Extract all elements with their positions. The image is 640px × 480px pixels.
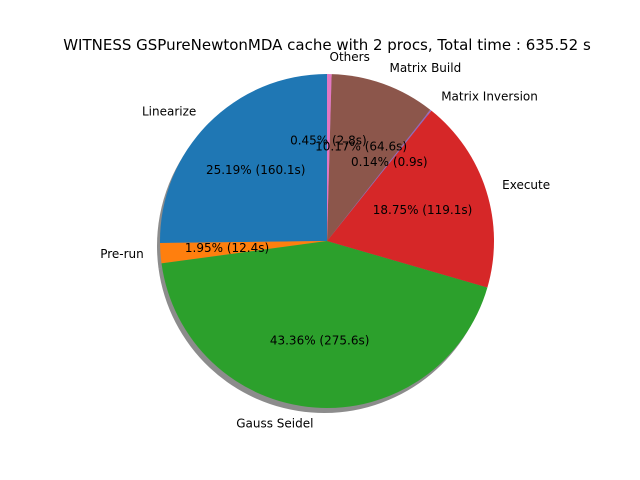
pie-labels: Linearize 25.19% (160.1s) Pre-run 1.95% (12… <box>100 50 550 431</box>
slice-execute <box>327 110 494 288</box>
slice-gauss-seidel <box>161 241 488 409</box>
pct-label-gauss-seidel: 43.36% (275.6s) <box>270 333 370 347</box>
pct-label-pre-run: 1.95% (12.4s) <box>185 241 269 255</box>
pct-label-execute: 18.75% (119.1s) <box>373 203 473 217</box>
chart-title: WITNESS GSPureNewtonMDA cache with 2 pro… <box>63 36 591 54</box>
slice-pre-run <box>160 241 327 264</box>
label-gauss-seidel: Gauss Seidel <box>236 417 313 431</box>
label-matrix-build: Matrix Build <box>389 61 461 75</box>
label-others: Others <box>330 50 370 64</box>
slice-matrix-inversion <box>327 109 432 241</box>
pie-slices <box>159 74 494 409</box>
label-matrix-inversion: Matrix Inversion <box>441 90 538 104</box>
label-execute: Execute <box>502 178 550 192</box>
pct-label-matrix-build: 10.17% (64.6s) <box>315 139 407 153</box>
slice-matrix-build <box>327 74 431 241</box>
slice-linearize <box>159 74 327 244</box>
pct-label-others: 0.45% (2.8s) <box>290 133 367 147</box>
slice-others <box>327 74 332 241</box>
pct-label-linearize: 25.19% (160.1s) <box>206 163 306 177</box>
pct-label-matrix-inversion: 0.14% (0.9s) <box>351 155 428 169</box>
label-pre-run: Pre-run <box>100 247 144 261</box>
label-linearize: Linearize <box>142 104 196 118</box>
